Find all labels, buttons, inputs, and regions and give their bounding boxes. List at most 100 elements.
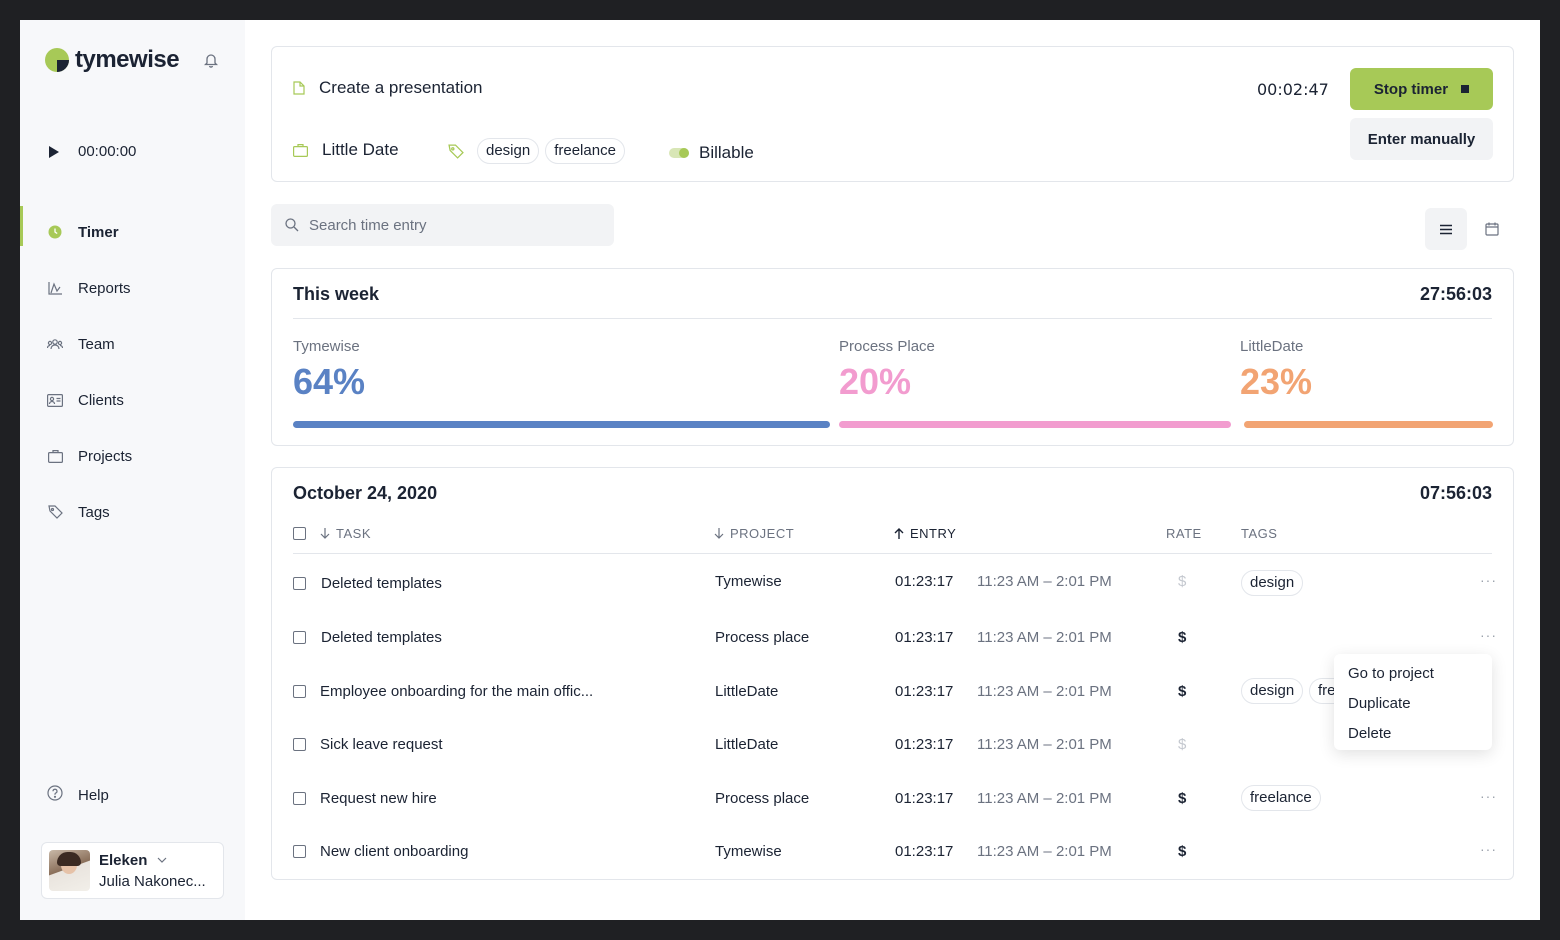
sidebar-item-label: Tags [78, 503, 110, 521]
sidebar-quick-timer[interactable]: 00:00:00 [48, 143, 136, 160]
task-name: New client onboarding [320, 843, 469, 860]
progress-bar-tymewise [293, 421, 830, 428]
sidebar-item-reports[interactable]: Reports [20, 260, 245, 316]
elapsed-time: 00:02:47 [1257, 80, 1329, 99]
day-total: 07:56:03 [1419, 483, 1492, 503]
rate-indicator[interactable]: $ [1178, 736, 1187, 753]
menu-item-duplicate[interactable]: Duplicate [1348, 695, 1411, 712]
calendar-icon [1485, 222, 1499, 236]
rate-indicator[interactable]: $ [1178, 683, 1187, 700]
rate-indicator[interactable]: $ [1178, 573, 1187, 590]
column-header-task[interactable]: TASK [320, 526, 371, 541]
sidebar-item-help[interactable]: Help [47, 785, 109, 805]
sidebar-item-clients[interactable]: Clients [20, 372, 245, 428]
user-card[interactable]: Eleken Julia Nakonec... [41, 842, 224, 899]
bell-icon[interactable] [204, 52, 218, 68]
rate-indicator[interactable]: $ [1178, 843, 1187, 860]
row-checkbox[interactable] [293, 845, 306, 858]
document-icon [293, 81, 305, 95]
search-icon [285, 218, 299, 232]
row-checkbox[interactable] [293, 738, 306, 751]
arrow-down-icon [714, 528, 724, 539]
logo-mark-icon [45, 48, 69, 72]
billable-label: Billable [699, 143, 754, 162]
stop-timer-button[interactable]: Stop timer [1350, 68, 1493, 110]
day-entries-card: October 24, 2020 07:56:03 TASK PROJECT E… [271, 467, 1514, 880]
sidebar-item-tags[interactable]: Tags [20, 484, 245, 540]
section-title: October 24, 2020 [293, 483, 438, 503]
briefcase-icon [293, 144, 308, 157]
progress-bar-process-place [839, 421, 1231, 428]
app-name: tymewise [75, 46, 180, 73]
more-options-icon[interactable]: ··· [1480, 627, 1497, 643]
divider [293, 318, 1492, 319]
entry-duration: 01:23:17 [895, 843, 954, 860]
row-checkbox[interactable] [293, 631, 306, 644]
entry-duration: 01:23:17 [895, 573, 954, 590]
tag-chip[interactable]: design [1241, 570, 1304, 596]
menu-item-delete[interactable]: Delete [1348, 725, 1392, 742]
task-name: Deleted templates [321, 575, 442, 592]
rate-indicator[interactable]: $ [1178, 629, 1187, 646]
billable-toggle[interactable]: Billable [669, 143, 754, 163]
app-logo[interactable]: tymewise [45, 46, 180, 74]
app-window: tymewise 00:00:00 Timer Reports Team Cli… [20, 20, 1540, 920]
tag-chip[interactable]: freelance [545, 138, 625, 164]
sidebar-item-label: Projects [78, 447, 133, 465]
sidebar: tymewise 00:00:00 Timer Reports Team Cli… [20, 20, 245, 920]
sidebar-item-timer[interactable]: Timer [20, 204, 245, 260]
current-project[interactable]: Little Date [293, 140, 399, 160]
stop-timer-label: Stop timer [1373, 80, 1449, 98]
sidebar-item-team[interactable]: Team [20, 316, 245, 372]
arrow-up-icon [894, 528, 904, 539]
clock-icon [47, 224, 63, 240]
entry-time-range: 11:23 AM – 2:01 PM [977, 843, 1112, 860]
entry-time-range: 11:23 AM – 2:01 PM [977, 629, 1112, 646]
menu-item-go-to-project[interactable]: Go to project [1348, 665, 1434, 682]
section-title: This week [293, 284, 380, 304]
chart-icon [47, 280, 63, 296]
task-name: Sick leave request [320, 736, 443, 753]
header-label: RATE [1166, 526, 1202, 541]
search-input[interactable]: Search time entry [271, 204, 614, 246]
this-week-card: This week 27:56:03 Tymewise 64% Process … [271, 268, 1514, 446]
more-options-icon[interactable]: ··· [1480, 841, 1497, 857]
row-checkbox[interactable] [293, 577, 306, 590]
tag-chip[interactable]: design [1241, 678, 1304, 704]
sidebar-item-label: Clients [78, 391, 124, 409]
row-checkbox[interactable] [293, 685, 306, 698]
workspace-name: Eleken [99, 851, 148, 869]
project-name: Tymewise [715, 573, 782, 590]
help-icon [47, 785, 63, 805]
more-options-icon[interactable]: ··· [1480, 572, 1497, 588]
header-label: TASK [336, 526, 371, 541]
project-name: LittleDate [715, 736, 779, 753]
row-checkbox[interactable] [293, 792, 306, 805]
column-header-project[interactable]: PROJECT [714, 526, 794, 541]
play-icon[interactable] [48, 145, 60, 159]
rate-indicator[interactable]: $ [1178, 790, 1187, 807]
chevron-down-icon[interactable] [157, 857, 167, 863]
stat-value: 64% [293, 361, 366, 402]
list-view-button[interactable] [1425, 208, 1467, 250]
tag-icon[interactable] [448, 144, 464, 159]
week-total: 27:56:03 [1419, 284, 1492, 304]
calendar-view-button[interactable] [1482, 219, 1502, 239]
help-label: Help [78, 786, 109, 804]
users-icon [47, 336, 63, 352]
current-task[interactable]: Create a presentation [293, 78, 483, 98]
enter-manually-button[interactable]: Enter manually [1350, 118, 1493, 160]
more-options-icon[interactable]: ··· [1480, 788, 1497, 804]
divider [293, 553, 1492, 554]
sidebar-item-projects[interactable]: Projects [20, 428, 245, 484]
row-context-menu: Go to project Duplicate Delete [1334, 654, 1492, 750]
tag-icon [47, 504, 63, 520]
tag-chip[interactable]: freelance [1241, 785, 1321, 811]
column-header-entry[interactable]: ENTRY [894, 526, 956, 541]
toggle-switch[interactable] [669, 148, 689, 158]
tag-chip[interactable]: fre [1309, 678, 1349, 704]
project-name: Process place [715, 790, 810, 807]
user-name: Julia Nakonec... [99, 872, 206, 890]
select-all-checkbox[interactable] [293, 527, 306, 540]
tag-chip[interactable]: design [477, 138, 540, 164]
